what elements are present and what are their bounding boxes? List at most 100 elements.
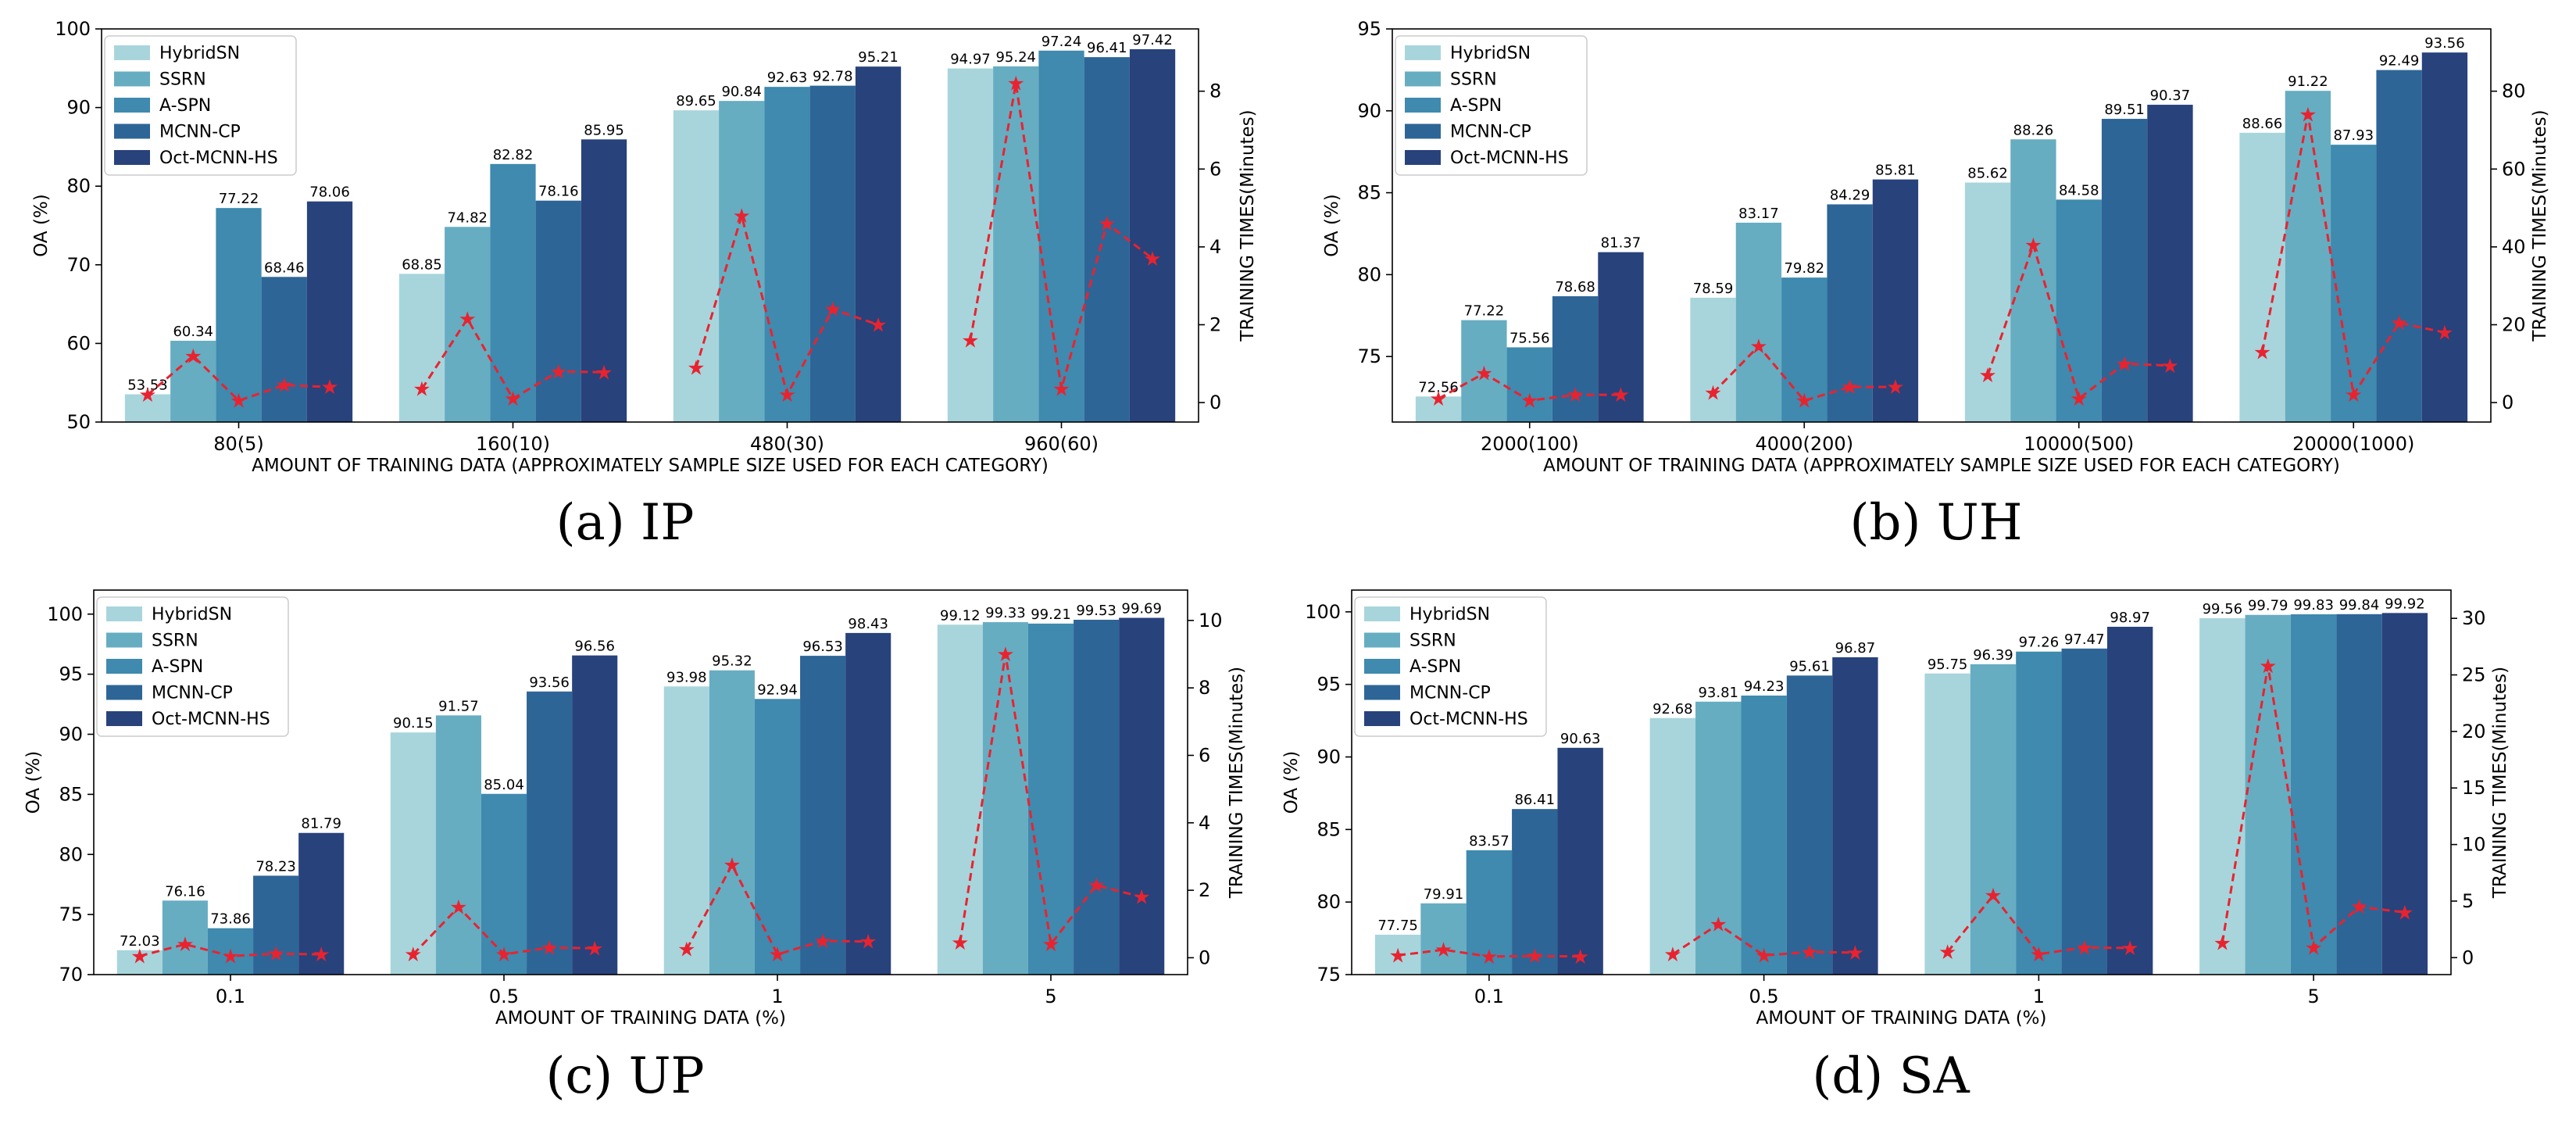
legend-label: Oct-MCNN-HS [1409,710,1528,729]
bar-value-label: 97.26 [2019,635,2060,651]
bar [947,68,994,422]
training-time-marker: ★ [778,384,796,407]
x-tick-label: 2000(100) [1481,433,1579,455]
training-time-line [959,653,1142,947]
training-time-marker: ★ [2115,352,2133,376]
bar-value-label: 87.93 [2333,127,2374,144]
x-axis-label: AMOUNT OF TRAINING DATA (%) [495,1008,786,1029]
x-tick-label: 960(60) [1024,433,1099,455]
bar [1552,296,1599,422]
bar-value-label: 99.56 [2203,601,2243,617]
bar-value-label: 93.98 [666,669,707,685]
bar-value-label: 68.85 [402,256,442,273]
bar-value-label: 95.21 [858,49,899,66]
legend-label: A-SPN [152,657,203,677]
bar [1027,623,1074,975]
training-time-marker: ★ [138,384,156,407]
bar [1420,903,1467,975]
bar [2239,132,2285,422]
bar [1512,809,1558,975]
legend-swatch [114,45,150,60]
bar [1781,277,1827,422]
bar-value-label: 85.04 [484,777,524,793]
bar [1741,695,1787,975]
chart-panel-b: 72.56 78.59 85.62 88.66 77.22 83.17 88.26 91.22… [1322,18,2550,552]
bar-value-label: 89.65 [676,93,716,109]
bar [993,66,1039,422]
legend-swatch [1405,150,1441,165]
y-tick-label: 100 [47,603,83,625]
training-time-line [146,354,330,402]
bar [982,622,1028,975]
bar-value-label: 98.43 [848,616,888,632]
bar-value-label: 78.16 [538,184,579,200]
legend-label: MCNN-CP [159,123,241,142]
legend-swatch [1405,71,1441,87]
bar [1690,297,1736,422]
training-time-marker: ★ [1795,390,1813,413]
training-time-line [412,905,595,956]
y2-tick-label: 0 [1209,392,1221,413]
training-time-marker: ★ [859,931,877,954]
legend-swatch [1364,606,1400,621]
x-tick-label: 160(10) [476,433,550,455]
training-time-marker: ★ [1052,378,1070,402]
chart-panel-a: 53.53 68.85 89.65 94.97 60.34 74.82 90.84 95.24… [31,18,1258,552]
bar [435,715,481,975]
bar-value-label: 94.97 [950,52,991,68]
training-time-marker: ★ [1434,939,1452,962]
training-time-marker: ★ [677,939,695,962]
bar-value-label: 73.86 [210,911,251,928]
y-tick-label: 75 [1357,345,1381,367]
legend-swatch [1405,123,1441,139]
legend-label: HybridSN [1409,605,1490,624]
training-time-marker: ★ [2070,388,2088,411]
bar-value-label: 97.42 [1132,32,1173,48]
bar [2199,618,2246,975]
bar [2331,145,2377,422]
legend-label: Oct-MCNN-HS [152,710,270,729]
y2-tick-label: 6 [1199,744,1210,766]
y2-tick-label: 8 [1199,677,1210,699]
legend-box [104,35,297,176]
legend-swatch [1364,632,1400,648]
training-time-marker: ★ [2030,943,2048,967]
chart-panel-c: 72.03 90.15 93.98 99.12 76.16 91.57 95.32 99.33… [23,589,1247,1105]
legend-swatch [114,150,150,165]
y2-axis-label: TRAINING TIMES(Minutes) [2530,109,2550,342]
bar-value-label: 86.41 [1514,792,1555,808]
training-time-marker: ★ [1133,886,1151,910]
bar-value-label: 99.69 [1121,601,1162,617]
legend-box [96,596,289,737]
training-time-marker: ★ [504,388,522,411]
bar [1461,320,1507,422]
bar [1415,396,1462,422]
bar-value-label: 92.49 [2379,53,2420,70]
bar-value-label: 85.81 [1875,163,1916,179]
training-time-marker: ★ [1571,946,1589,969]
training-time-marker: ★ [2435,321,2453,345]
bar-value-label: 92.63 [767,70,808,86]
y-tick-label: 80 [59,843,83,865]
bar-value-label: 77.22 [219,191,259,207]
bar [2376,70,2422,422]
bar [2147,105,2193,422]
training-time-marker: ★ [813,930,831,953]
x-tick-label: 0.5 [1749,986,1779,1007]
training-time-marker: ★ [1663,943,1681,967]
legend-label: SSRN [159,70,206,90]
y-tick-label: 50 [66,411,91,433]
legend-swatch [106,711,142,726]
bar-value-label: 79.82 [1784,260,1824,277]
y-tick-label: 70 [66,254,91,276]
training-time-marker: ★ [996,643,1014,667]
training-time-marker: ★ [130,945,148,968]
y2-axis-label: TRAINING TIMES(Minutes) [1238,109,1258,342]
training-time-marker: ★ [1098,213,1116,236]
x-tick-label: 1 [771,986,783,1007]
training-time-marker: ★ [1087,875,1105,898]
legend-label: HybridSN [152,605,232,624]
training-time-marker: ★ [2396,901,2413,925]
y2-tick-label: 6 [1209,158,1221,180]
bar-value-label: 85.95 [584,122,624,138]
